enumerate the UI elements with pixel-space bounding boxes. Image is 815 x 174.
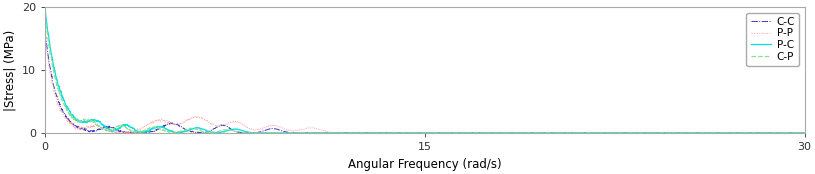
C-C [794,132,804,134]
P-C [40,9,50,11]
Line: P-P: P-P [45,40,804,133]
C-P [243,132,253,134]
P-P [221,124,231,126]
X-axis label: Angular Frequency (rad/s): Angular Frequency (rad/s) [348,157,502,171]
Y-axis label: |Stress| (MPa): |Stress| (MPa) [3,30,16,111]
P-P [800,132,809,134]
P-C [171,132,181,134]
C-P [794,132,804,134]
C-C [381,132,390,134]
Line: P-C: P-C [45,10,804,133]
C-C [40,32,50,34]
C-C [124,132,134,134]
P-P [217,125,227,127]
C-C [221,125,231,127]
C-C [327,132,337,134]
P-C [794,132,804,134]
P-P [40,39,50,41]
P-P [794,132,804,134]
C-C [225,127,235,129]
Line: C-C: C-C [45,33,804,133]
Legend: C-C, P-P, P-C, C-P: C-C, P-P, P-C, C-P [747,13,800,66]
P-C [225,129,235,131]
P-C [221,130,231,132]
P-P [327,131,337,133]
C-P [40,16,50,18]
P-P [109,132,119,134]
C-C [217,125,227,127]
P-P [381,132,390,134]
C-P [800,132,809,134]
P-C [327,132,337,134]
P-C [381,132,390,134]
P-C [217,131,227,133]
Line: C-P: C-P [45,17,804,133]
P-C [800,132,809,134]
C-C [800,132,809,134]
C-P [381,132,390,134]
C-P [327,132,337,134]
P-P [225,121,235,123]
C-P [225,129,235,131]
C-P [221,129,231,131]
C-P [217,130,227,132]
